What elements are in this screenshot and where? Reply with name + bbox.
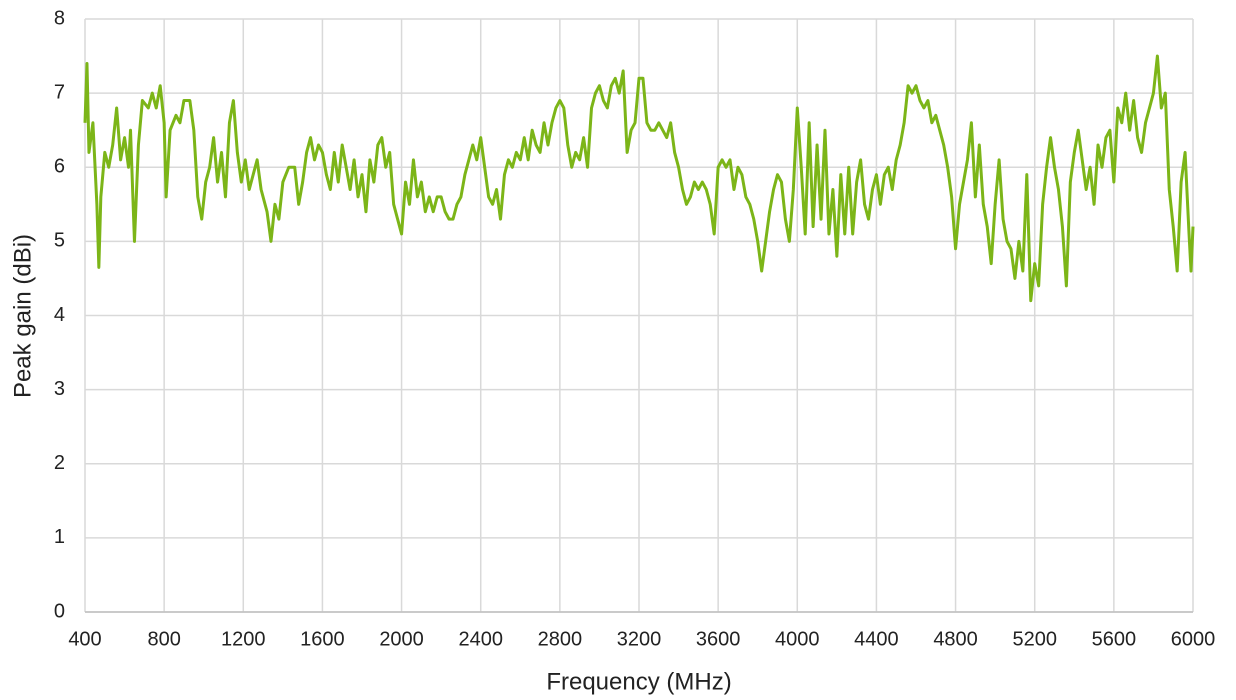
y-tick-label: 2 <box>54 452 65 474</box>
x-tick-label: 5200 <box>1012 628 1057 650</box>
y-tick-label: 5 <box>54 230 65 252</box>
x-tick-label: 3200 <box>617 628 662 650</box>
x-tick-label: 2400 <box>458 628 503 650</box>
y-tick-label: 8 <box>54 7 65 29</box>
x-tick-label: 400 <box>68 628 101 650</box>
x-tick-label: 6000 <box>1171 628 1216 650</box>
x-tick-label: 1200 <box>221 628 266 650</box>
x-axis-title: Frequency (MHz) <box>546 668 731 695</box>
y-tick-label: 0 <box>54 600 65 622</box>
y-tick-label: 1 <box>54 526 65 548</box>
x-tick-label: 4800 <box>933 628 978 650</box>
y-axis-title: Peak gain (dBi) <box>9 234 36 398</box>
x-tick-label: 2800 <box>538 628 583 650</box>
y-tick-label: 7 <box>54 81 65 103</box>
x-tick-label: 5600 <box>1092 628 1137 650</box>
y-tick-label: 6 <box>54 156 65 178</box>
x-tick-label: 4400 <box>854 628 899 650</box>
x-tick-label: 4000 <box>775 628 820 650</box>
x-tick-label: 3600 <box>696 628 741 650</box>
x-tick-label: 2000 <box>379 628 424 650</box>
y-tick-label: 4 <box>54 304 65 326</box>
x-tick-label: 800 <box>147 628 180 650</box>
x-tick-label: 1600 <box>300 628 345 650</box>
y-tick-label: 3 <box>54 378 65 400</box>
data-line <box>83 54 1195 303</box>
